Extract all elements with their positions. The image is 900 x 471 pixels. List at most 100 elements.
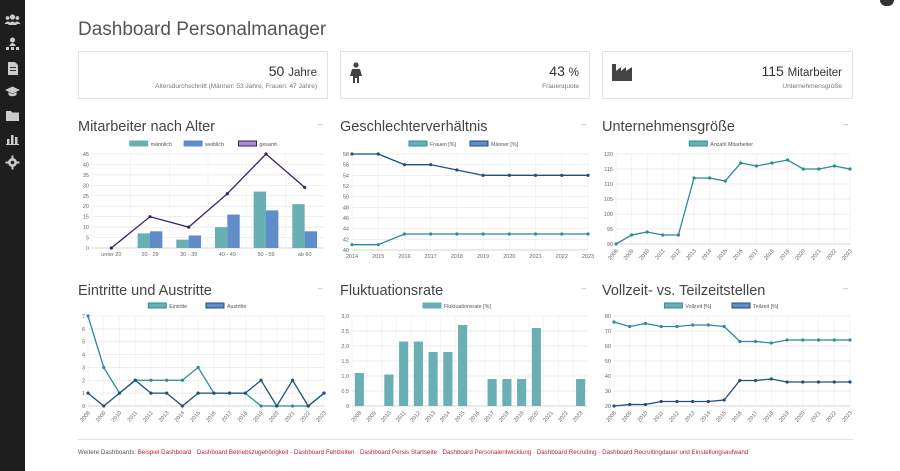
legend-label: Teilzeit [%] bbox=[753, 304, 779, 310]
users-icon[interactable] bbox=[4, 12, 21, 29]
y-tick-label: 48 bbox=[343, 205, 349, 211]
point-Anzahl Mitarbeiter bbox=[786, 158, 790, 162]
x-tick-label: 2010 bbox=[111, 410, 123, 423]
point-Männer [%] bbox=[402, 163, 407, 167]
bar-männlich bbox=[214, 227, 228, 248]
legend-swatch bbox=[422, 302, 442, 309]
point-Vollzeit [%] bbox=[691, 323, 695, 327]
y-tick-label: 46 bbox=[343, 216, 349, 222]
point-Vollzeit [%] bbox=[816, 338, 821, 342]
footer-link-recruiting[interactable]: Dashboard Recruiting bbox=[536, 449, 597, 456]
bar-chart-icon[interactable] bbox=[4, 130, 21, 147]
point-Männer [%] bbox=[507, 173, 511, 177]
point-Austritte bbox=[290, 378, 295, 382]
point-gesamt bbox=[109, 246, 113, 250]
x-tick-label: 2012 bbox=[668, 410, 680, 423]
footer-link-betriebszugehoerigkeit[interactable]: Dashboard Betriebszugehörigkeit bbox=[196, 449, 289, 456]
y-tick-label: 52 bbox=[343, 184, 349, 190]
point-Anzahl Mitarbeiter bbox=[801, 167, 805, 171]
x-tick-label: 2015 bbox=[372, 254, 384, 260]
y-tick-label: 0 bbox=[82, 404, 85, 410]
minimize-age-chart[interactable]: – bbox=[318, 119, 324, 129]
point-Vollzeit [%] bbox=[659, 324, 663, 329]
x-tick-label: 2006 bbox=[607, 248, 619, 261]
kpi-women-quota: 43 % Frauenquote bbox=[340, 51, 590, 99]
y-tick-label: 105 bbox=[604, 197, 613, 203]
point-Teilzeit [%] bbox=[816, 380, 821, 384]
minimize-size-chart[interactable]: – bbox=[843, 119, 849, 129]
point-Teilzeit [%] bbox=[706, 399, 710, 404]
kpi-age-value: 50 Jahre bbox=[268, 63, 317, 79]
y-tick-label: 1,5 bbox=[341, 359, 349, 365]
minimize-fullpart-chart[interactable]: – bbox=[843, 283, 849, 293]
x-tick-label: 30 - 39 bbox=[180, 252, 197, 258]
point-Vollzeit [%] bbox=[722, 324, 726, 329]
point-Frauen [%] bbox=[350, 243, 354, 247]
x-tick-label: 2018 bbox=[451, 254, 463, 260]
x-tick-label: 2021 bbox=[529, 254, 541, 260]
footer-link-persis-startseite[interactable]: Dashboard Persis Startseite bbox=[359, 449, 438, 456]
x-tick-label: 2010 bbox=[380, 410, 392, 423]
x-tick-label: 40 - 49 bbox=[219, 252, 236, 258]
minimize-fluct-chart[interactable]: – bbox=[581, 283, 587, 293]
x-tick-label: 2017 bbox=[748, 248, 760, 261]
bar-Fluktuationsrate [%] bbox=[487, 379, 497, 406]
point-Anzahl Mitarbeiter bbox=[645, 230, 649, 234]
x-tick-label: 2015 bbox=[717, 248, 729, 261]
line-Vollzeit [%] bbox=[613, 321, 850, 344]
point-Anzahl Mitarbeiter bbox=[692, 176, 696, 180]
bar-männlich bbox=[137, 233, 150, 248]
point-Männer [%] bbox=[560, 173, 564, 177]
footer-link-recruitingdauer[interactable]: Dashboard Recruitingdauer und Einstellun… bbox=[602, 449, 749, 456]
logo-icon bbox=[880, 0, 894, 6]
line-Teilzeit [%] bbox=[613, 378, 850, 407]
bar-weiblich bbox=[304, 231, 318, 248]
x-tick-label: 2023 bbox=[572, 410, 584, 423]
y-tick-label: 40 bbox=[343, 248, 349, 254]
chart-title-fluct: Fluktuationsrate bbox=[340, 283, 444, 299]
gear-icon[interactable] bbox=[4, 154, 21, 171]
y-tick-label: 5 bbox=[86, 236, 89, 242]
y-tick-label: 1 bbox=[82, 391, 85, 397]
y-tick-label: 5 bbox=[82, 340, 85, 346]
fluct-chart: Fluktuationsrate [%] 0 0,5 1,0 1,5 2,0 2,5 3,0 2… bbox=[341, 302, 588, 424]
chart-title-size: Unternehmensgröße bbox=[602, 119, 735, 135]
minimize-gender-chart[interactable]: – bbox=[581, 119, 587, 129]
y-tick-label: 42 bbox=[343, 237, 349, 243]
legend-swatch bbox=[469, 140, 489, 147]
point-Austritte bbox=[180, 404, 184, 408]
graduation-cap-icon[interactable] bbox=[4, 83, 21, 100]
y-tick-label: 30 bbox=[605, 389, 611, 395]
point-Teilzeit [%] bbox=[848, 380, 852, 384]
x-tick-label: 2012 bbox=[410, 410, 422, 423]
y-tick-label: 0 bbox=[86, 246, 89, 252]
footer-link-fehlzeiten[interactable]: Dashboard Fehlzeiten bbox=[293, 449, 355, 456]
x-tick-label: 2009 bbox=[621, 410, 633, 423]
line-gesamt bbox=[110, 153, 306, 249]
legend-label: Männer [%] bbox=[491, 142, 519, 148]
bar-männlich bbox=[176, 239, 189, 248]
org-chart-icon[interactable] bbox=[4, 36, 21, 53]
y-tick-label: 10 bbox=[83, 225, 89, 231]
x-tick-label: 2022 bbox=[300, 410, 312, 423]
y-tick-label: 40 bbox=[605, 374, 611, 380]
point-Anzahl Mitarbeiter bbox=[676, 233, 680, 237]
footer-link-personalentwicklung[interactable]: Dashboard Personalentwicklung bbox=[442, 449, 532, 456]
legend-label: männlich bbox=[151, 142, 172, 148]
y-tick-label: 115 bbox=[604, 167, 613, 173]
point-Teilzeit [%] bbox=[785, 380, 789, 384]
document-icon[interactable] bbox=[4, 60, 21, 77]
minimize-inout-chart[interactable]: – bbox=[318, 283, 324, 293]
point-Austritte bbox=[86, 391, 90, 395]
y-tick-label: 35 bbox=[83, 173, 89, 179]
legend-swatch bbox=[408, 140, 428, 147]
y-tick-label: 45 bbox=[83, 152, 89, 158]
footer-link-beispiel[interactable]: Beispiel Dashboard bbox=[137, 449, 192, 456]
sidebar bbox=[0, 0, 25, 471]
x-tick-label: 2016 bbox=[205, 410, 217, 423]
point-Männer [%] bbox=[533, 173, 538, 177]
x-tick-label: 2011 bbox=[395, 410, 407, 423]
point-Austritte bbox=[165, 391, 169, 395]
folder-icon[interactable] bbox=[4, 107, 21, 124]
x-tick-label: 2011 bbox=[654, 248, 666, 261]
